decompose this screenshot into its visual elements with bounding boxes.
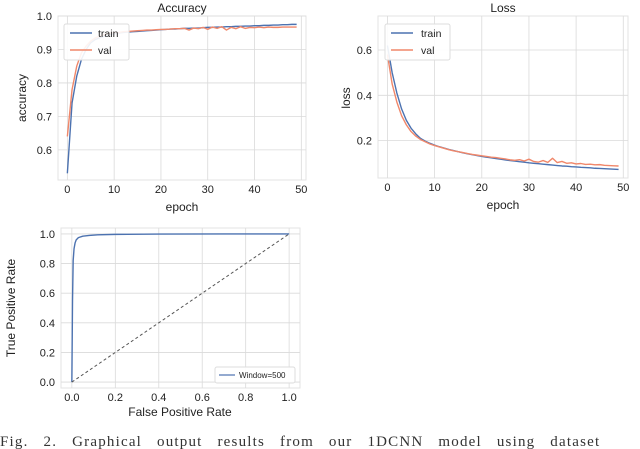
roc-x-tick-label: 0.2 <box>108 392 123 404</box>
accuracy-y-tick-label: 0.6 <box>37 145 52 157</box>
roc-y-tick-label: 0.8 <box>40 259 55 271</box>
accuracy-y-axis-label: accuracy <box>15 74 29 122</box>
loss-legend-val-label: val <box>421 45 434 57</box>
accuracy-x-tick-label: 30 <box>202 184 214 196</box>
roc-x-tick-label: 0.8 <box>238 392 253 404</box>
accuracy-y-tick-label: 0.7 <box>37 111 52 123</box>
accuracy-y-tick-label: 0.9 <box>37 44 52 56</box>
figure-caption: Fig. 2. Graphical output results from ou… <box>0 434 601 449</box>
loss-x-axis-label: epoch <box>487 198 520 212</box>
accuracy-y-tick-label: 1.0 <box>37 11 52 23</box>
accuracy-x-axis-label: epoch <box>166 200 199 214</box>
roc-y-tick-label: 0.6 <box>40 288 55 300</box>
loss-x-tick-label: 40 <box>570 182 582 194</box>
accuracy-x-tick-label: 0 <box>64 184 70 196</box>
roc-plot-area <box>60 227 301 389</box>
roc-y-axis-label: True Positive Rate <box>4 259 18 358</box>
loss-x-tick-label: 30 <box>523 182 535 194</box>
accuracy-legend: train val <box>63 23 130 61</box>
roc-y-tick-label: 0.4 <box>40 318 55 330</box>
roc-x-tick-label: 0.0 <box>64 392 79 404</box>
loss-val-line <box>386 54 619 167</box>
loss-y-tick-label: 0.4 <box>357 90 372 102</box>
roc-y-tick-label: 0.0 <box>40 377 55 389</box>
loss-y-axis-label: loss <box>339 87 353 108</box>
accuracy-x-tick-label: 50 <box>295 184 307 196</box>
loss-chart-title: Loss <box>490 1 515 15</box>
accuracy-chart-title: Accuracy <box>157 1 206 15</box>
loss-x-tick-label: 10 <box>428 182 440 194</box>
loss-y-tick-label: 0.2 <box>357 136 372 148</box>
roc-x-tick-label: 0.4 <box>151 392 166 404</box>
accuracy-chart: 0 10 20 30 40 50 0.6 0.7 0.8 0.9 1.0 Accuracy epo… <box>15 1 307 214</box>
loss-x-tick-label: 20 <box>476 182 488 194</box>
roc-window-500-line <box>71 233 290 383</box>
accuracy-legend-val-label: val <box>98 45 111 57</box>
loss-y-tick-label: 0.6 <box>357 45 372 57</box>
loss-legend: train val <box>384 23 451 61</box>
accuracy-legend-train-label: train <box>98 28 119 40</box>
roc-x-tick-label: 1.0 <box>281 392 296 404</box>
roc-legend: Window=500 <box>214 366 296 384</box>
roc-x-axis-label: False Positive Rate <box>128 405 232 419</box>
loss-x-tick-label: 50 <box>617 182 629 194</box>
roc-x-tick-label: 0.6 <box>195 392 210 404</box>
roc-y-tick-label: 0.2 <box>40 347 55 359</box>
roc-legend-label: Window=500 <box>239 371 286 380</box>
loss-x-tick-label: 0 <box>384 182 390 194</box>
loss-legend-train-label: train <box>421 28 442 40</box>
roc-chart: 0.0 0.2 0.4 0.6 0.8 1.0 0.0 0.2 0.4 0.6 0.8 1.0 Fa… <box>4 227 301 419</box>
accuracy-x-tick-label: 40 <box>248 184 260 196</box>
accuracy-y-tick-label: 0.8 <box>37 78 52 90</box>
roc-y-tick-label: 1.0 <box>40 229 55 241</box>
accuracy-x-tick-label: 20 <box>155 184 167 196</box>
accuracy-x-tick-label: 10 <box>108 184 120 196</box>
loss-chart: 0 10 20 30 40 50 0.2 0.4 0.6 Loss epoch loss tr… <box>339 1 629 212</box>
